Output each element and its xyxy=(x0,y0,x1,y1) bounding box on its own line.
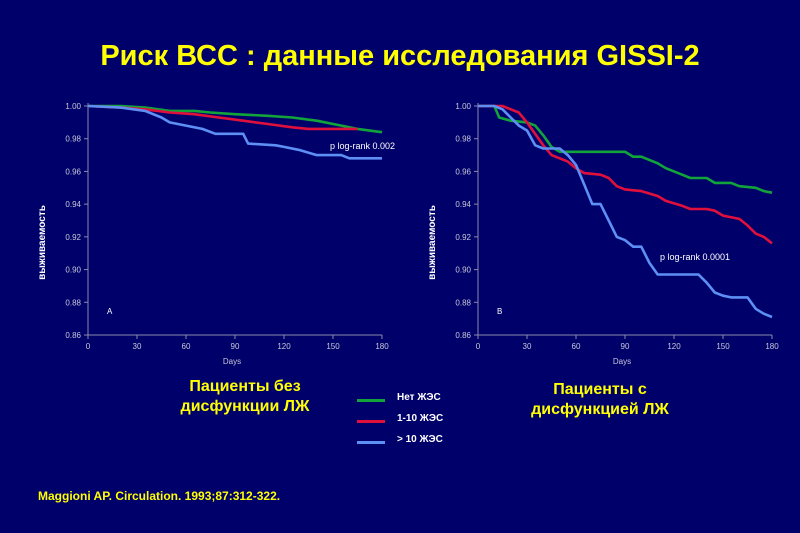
x-tick-label: 30 xyxy=(133,342,142,351)
series-line xyxy=(87,104,382,160)
series-line xyxy=(478,104,773,245)
p-value-annotation: p log-rank 0.0001 xyxy=(660,252,730,262)
y-tick-label: 0.92 xyxy=(455,233,471,242)
caption-no-lv-dysfunction: Пациенты без дисфункции ЛЖ xyxy=(150,377,340,417)
x-tick-label: 180 xyxy=(375,342,389,351)
x-tick-label: 0 xyxy=(476,342,481,351)
series-line xyxy=(88,104,383,134)
y-tick-label: 0.98 xyxy=(65,135,81,144)
caption-line: Пациенты без xyxy=(189,378,301,395)
y-tick-label: 0.90 xyxy=(65,266,81,275)
legend-swatch xyxy=(357,441,385,444)
series-line xyxy=(87,104,358,131)
panel-label: B xyxy=(497,307,502,316)
y-tick-label: 1.00 xyxy=(65,102,81,111)
legend-swatch xyxy=(357,420,385,423)
x-tick-label: 60 xyxy=(572,342,581,351)
x-tick-label: 60 xyxy=(182,342,191,351)
caption-line: дисфункции ЛЖ xyxy=(180,398,310,415)
caption-line: дисфункцией ЛЖ xyxy=(531,401,669,418)
x-tick-label: 90 xyxy=(231,342,240,351)
series-line xyxy=(478,104,773,319)
x-tick-label: 120 xyxy=(667,342,681,351)
x-tick-label: 90 xyxy=(621,342,630,351)
legend-label: Нет ЖЭС xyxy=(397,392,441,403)
series-line xyxy=(478,104,773,194)
x-axis-label: Days xyxy=(613,357,631,366)
survival-chart-a: 0.86 0.88 0.90 0.92 0.94 0.96 0.98 1.00 0 30 60 90 1… xyxy=(37,102,395,366)
y-tick-label: 0.92 xyxy=(65,233,81,242)
legend-swatch xyxy=(357,399,385,402)
x-tick-label: 0 xyxy=(86,342,91,351)
legend-label: 1-10 ЖЭС xyxy=(397,413,444,424)
y-tick-label: 0.96 xyxy=(455,167,471,176)
caption-line: Пациенты с xyxy=(553,381,647,398)
x-tick-label: 150 xyxy=(326,342,340,351)
legend-label: > 10 ЖЭС xyxy=(397,434,443,445)
caption-lv-dysfunction: Пациенты с дисфункцией ЛЖ xyxy=(530,380,670,420)
x-tick-label: 30 xyxy=(523,342,532,351)
y-tick-label: 0.96 xyxy=(65,167,81,176)
y-tick-label: 0.90 xyxy=(455,266,471,275)
y-tick-label: 0.88 xyxy=(65,298,81,307)
x-tick-label: 180 xyxy=(765,342,779,351)
y-tick-label: 0.88 xyxy=(455,298,471,307)
panel-label: A xyxy=(107,307,113,316)
y-tick-label: 0.86 xyxy=(65,331,81,340)
survival-chart-b: 0.86 0.88 0.90 0.92 0.94 0.96 0.98 1.00 0 30 60 90 1… xyxy=(427,102,779,366)
y-axis-label: выживаемость xyxy=(427,205,438,280)
y-tick-label: 0.98 xyxy=(455,135,471,144)
y-tick-label: 0.94 xyxy=(65,200,81,209)
y-tick-label: 0.86 xyxy=(455,331,471,340)
y-axis-label: выживаемость xyxy=(37,205,48,280)
x-tick-label: 150 xyxy=(716,342,730,351)
citation: Maggioni AP. Circulation. 1993;87:312-32… xyxy=(38,489,281,503)
p-value-annotation: p log-rank 0.002 xyxy=(330,141,395,151)
slide-title: Риск ВСС : данные исследования GISSI-2 xyxy=(100,40,700,72)
y-tick-label: 0.94 xyxy=(455,200,471,209)
x-axis-label: Days xyxy=(223,357,241,366)
y-tick-label: 1.00 xyxy=(455,102,471,111)
x-tick-label: 120 xyxy=(277,342,291,351)
